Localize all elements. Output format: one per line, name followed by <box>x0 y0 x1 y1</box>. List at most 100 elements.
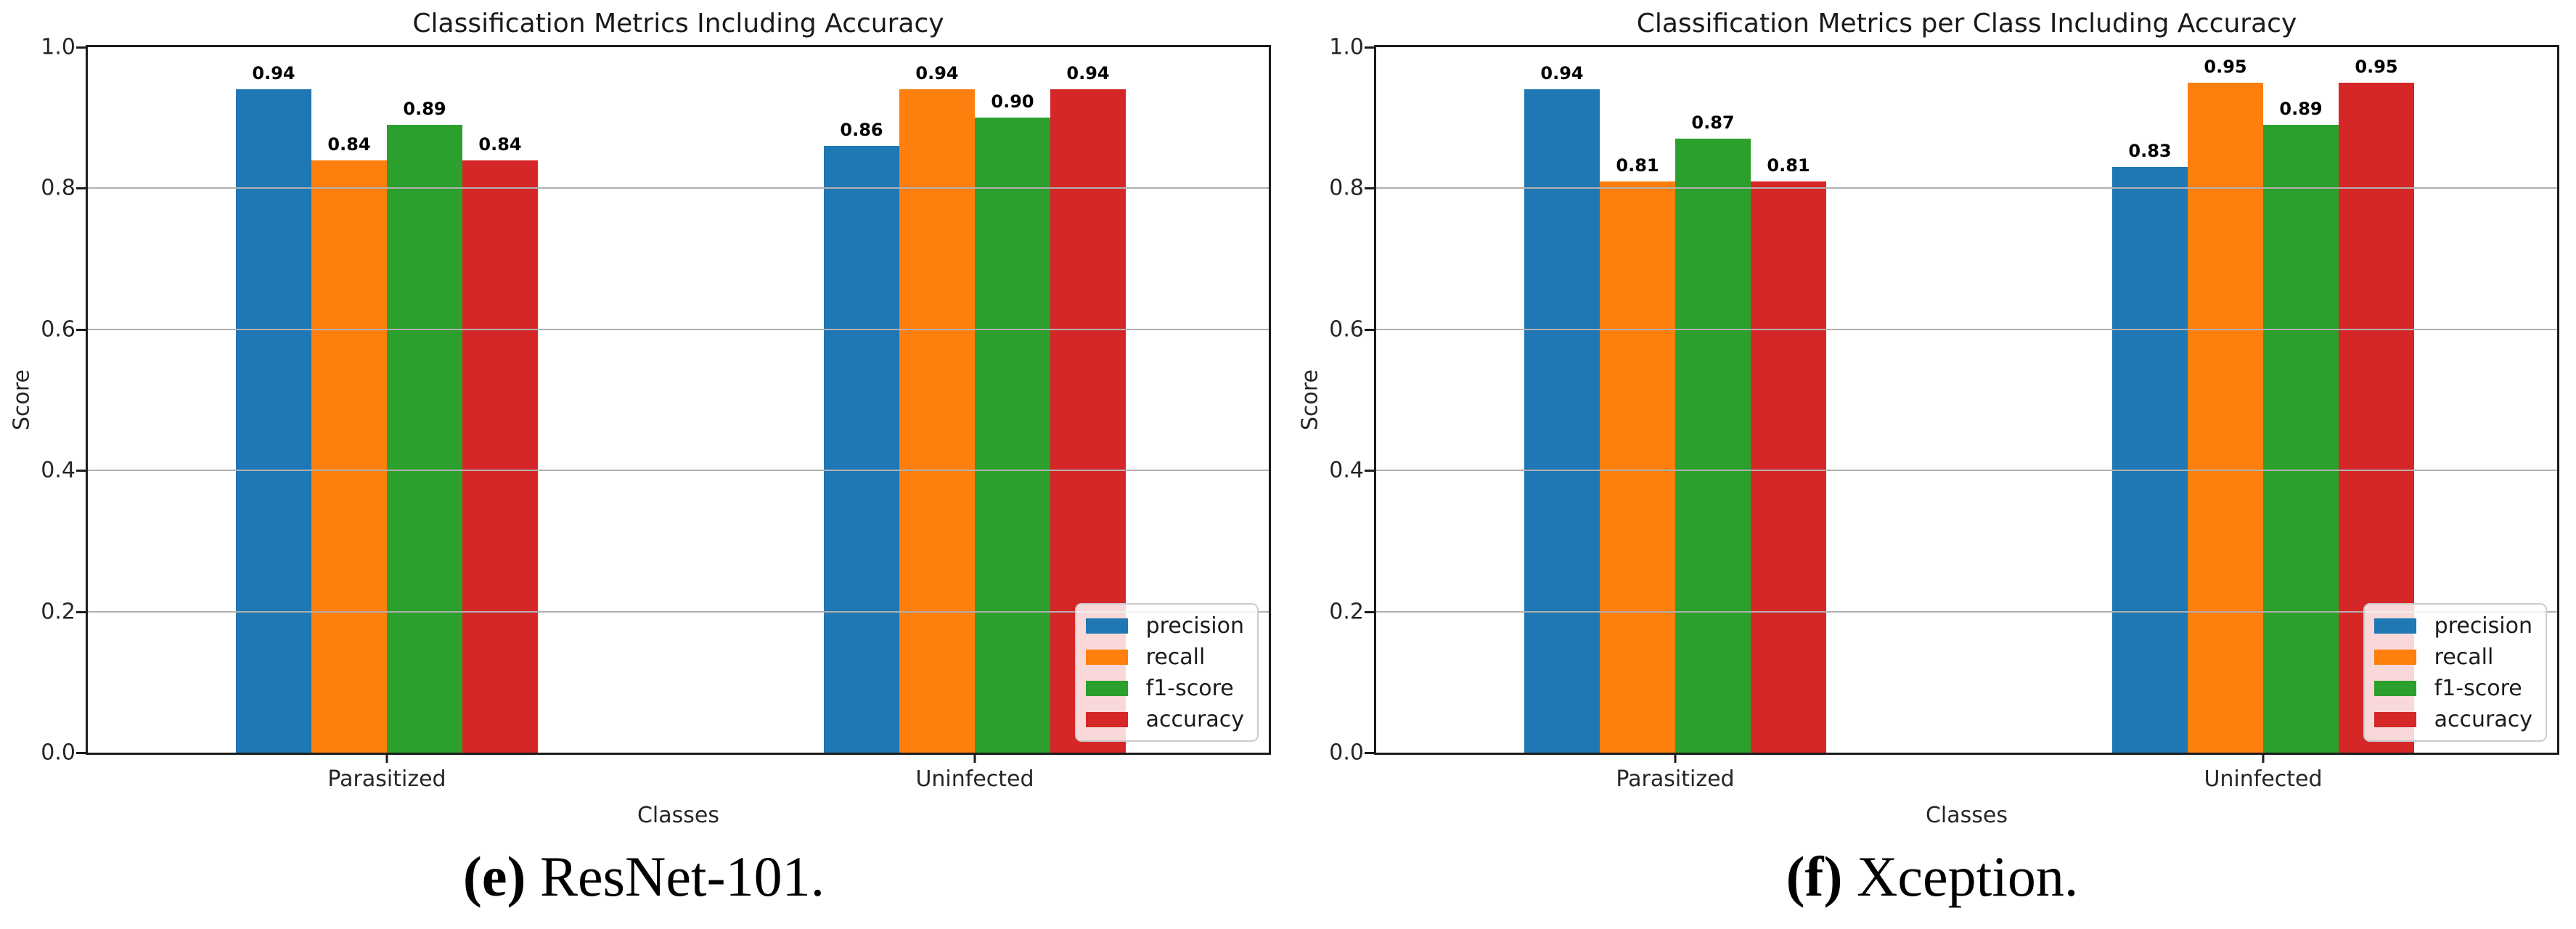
legend-item-accuracy: accuracy <box>2373 706 2532 732</box>
figure-caption: (e) ResNet-101. <box>0 840 1288 913</box>
caption-text: ResNet-101. <box>526 845 825 908</box>
bar-accuracy-parasitized <box>1751 181 1826 753</box>
legend-item-f1-score: f1-score <box>1085 675 1244 701</box>
bar-value-label: 0.81 <box>1767 155 1810 176</box>
y-gridline <box>88 470 1269 471</box>
legend-item-recall: recall <box>1085 644 1244 670</box>
bar-value-label: 0.87 <box>1691 112 1735 133</box>
x-tick-mark <box>973 753 976 763</box>
y-tick-mark <box>1365 752 1375 754</box>
caption-letter: e <box>481 845 507 908</box>
bar-value-label: 0.84 <box>478 134 522 155</box>
y-tick-mark <box>1365 470 1375 472</box>
bar-value-label: 0.81 <box>1616 155 1659 176</box>
y-gridline <box>1376 611 2557 613</box>
y-tick-mark <box>76 752 87 754</box>
x-tick-mark <box>1674 753 1677 763</box>
legend-item-precision: precision <box>1085 613 1244 639</box>
bar-value-label: 0.95 <box>2204 57 2247 77</box>
bar-precision-uninfected <box>2112 167 2188 753</box>
caption-letter: f <box>1804 845 1824 908</box>
legend-swatch-precision <box>1085 618 1128 634</box>
plot-area: 0.94 0.84 0.89 0.84 0.86 0.94 0.90 0.94 precisio… <box>86 45 1271 755</box>
bar-value-label: 0.89 <box>2279 99 2323 119</box>
legend-item-label: precision <box>1145 613 1244 639</box>
legend-swatch-accuracy <box>2373 711 2416 727</box>
bar-value-label: 0.83 <box>2128 141 2172 161</box>
bar-accuracy-parasitized <box>462 160 538 753</box>
bar-value-label: 0.94 <box>252 63 295 83</box>
legend-item-precision: precision <box>2373 613 2532 639</box>
y-tick-label: 0.8 <box>1329 175 1364 201</box>
y-tick-label: 1.0 <box>41 34 75 60</box>
legend-item-label: accuracy <box>2434 706 2532 732</box>
y-gridline <box>1376 187 2557 189</box>
bar-value-label: 0.94 <box>915 63 959 83</box>
bar-value-label: 0.90 <box>991 91 1034 112</box>
y-tick-label: 0.0 <box>41 740 75 766</box>
y-tick-mark <box>76 187 87 189</box>
caption-paren-close: ) <box>507 845 526 908</box>
y-gridline <box>88 329 1269 330</box>
y-gridline <box>88 187 1269 189</box>
y-tick-label: 0.2 <box>41 599 75 625</box>
bar-value-label: 0.95 <box>2355 57 2398 77</box>
bar-precision-parasitized <box>236 89 311 753</box>
chart-title: Classification Metrics Including Accurac… <box>412 9 944 38</box>
bar-value-label: 0.84 <box>327 134 371 155</box>
caption-paren-close: ) <box>1823 845 1843 908</box>
legend-item-label: recall <box>2434 644 2494 670</box>
legend-swatch-recall <box>1085 649 1128 665</box>
y-tick-mark <box>1365 611 1375 613</box>
bar-value-label: 0.89 <box>403 99 446 119</box>
y-gridline <box>1376 329 2557 330</box>
y-tick-mark <box>76 329 87 331</box>
bar-recall-parasitized <box>1600 181 1675 753</box>
x-axis-label: Classes <box>1925 803 2008 828</box>
legend-item-label: recall <box>1145 644 1206 670</box>
y-tick-mark <box>1365 329 1375 331</box>
bar-f1-score-uninfected <box>975 118 1050 753</box>
caption-paren-open: ( <box>462 845 482 908</box>
y-tick-label: 0.6 <box>41 316 75 343</box>
y-tick-label: 0.4 <box>41 457 75 483</box>
legend-item-label: accuracy <box>1145 706 1244 732</box>
legend-swatch-accuracy <box>1085 711 1128 727</box>
chart-figure-resnet101: Classification Metrics Including Accurac… <box>0 9 1288 913</box>
legend-swatch-f1-score <box>1085 680 1128 696</box>
chart-title: Classification Metrics per Class Includi… <box>1636 9 2297 38</box>
y-tick-mark <box>1365 46 1375 49</box>
legend-item-label: precision <box>2434 613 2532 639</box>
bar-f1-score-parasitized <box>1675 139 1751 753</box>
legend-swatch-f1-score <box>2373 680 2416 696</box>
y-axis-label: Score <box>9 369 35 431</box>
y-tick-mark <box>1365 187 1375 189</box>
legend-item-f1-score: f1-score <box>2373 676 2532 701</box>
y-tick-mark <box>76 611 87 613</box>
bar-recall-uninfected <box>899 89 975 753</box>
x-tick-label: Uninfected <box>915 766 1034 792</box>
y-tick-label: 0.6 <box>1329 316 1364 343</box>
x-tick-mark <box>385 753 388 763</box>
x-tick-label: Parasitized <box>327 766 446 792</box>
bar-precision-parasitized <box>1524 89 1600 753</box>
y-tick-label: 0.2 <box>1329 599 1364 625</box>
x-axis-label: Classes <box>637 803 719 828</box>
legend-item-recall: recall <box>2373 644 2532 670</box>
bar-recall-uninfected <box>2188 83 2263 753</box>
y-tick-mark <box>76 46 87 49</box>
y-tick-mark <box>76 470 87 472</box>
bar-f1-score-uninfected <box>2263 125 2339 753</box>
caption-paren-open: ( <box>1786 845 1805 908</box>
legend-item-label: f1-score <box>1145 675 1234 701</box>
x-tick-label: Parasitized <box>1616 766 1735 792</box>
x-tick-label: Uninfected <box>2204 766 2323 792</box>
caption-text: Xception. <box>1842 845 2079 908</box>
x-tick-mark <box>2262 753 2265 763</box>
y-tick-label: 0.8 <box>41 175 75 201</box>
legend-swatch-precision <box>2373 618 2416 634</box>
bar-value-label: 0.86 <box>840 120 883 140</box>
chart-figure-xception: Classification Metrics per Class Includi… <box>1288 0 2576 929</box>
bar-value-label: 0.94 <box>1066 63 1110 83</box>
